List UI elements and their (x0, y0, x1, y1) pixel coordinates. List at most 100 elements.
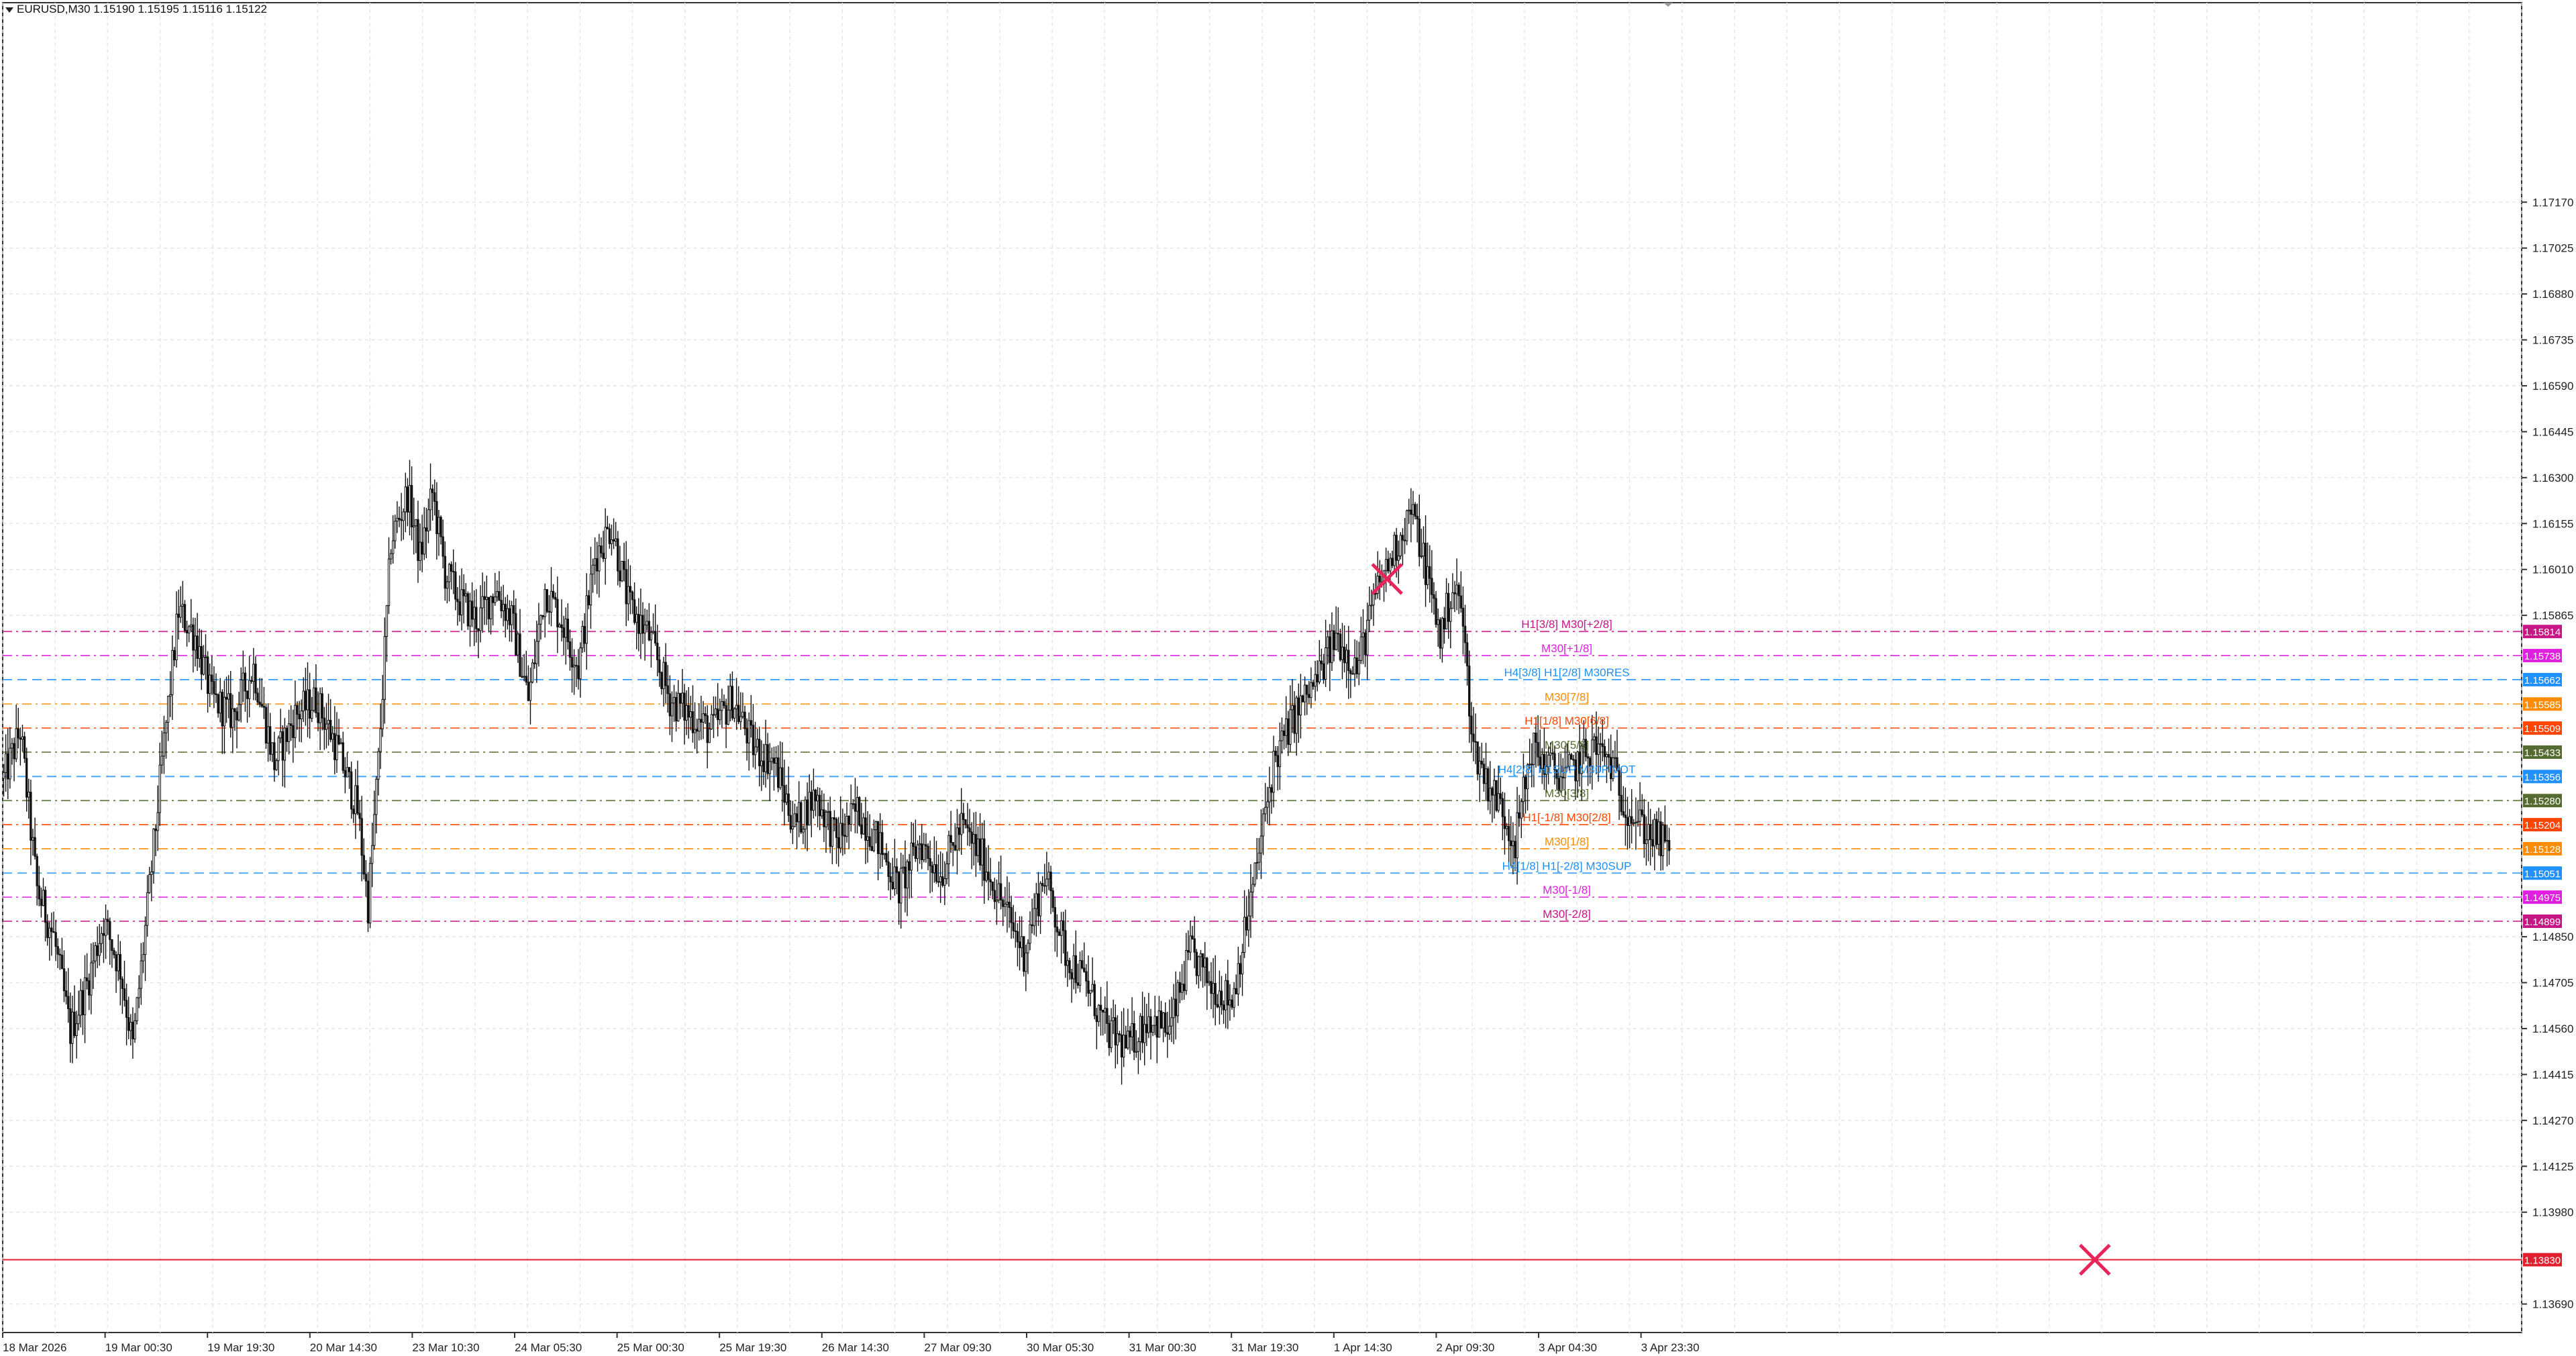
candle-body (371, 845, 374, 864)
candle (1101, 1009, 1104, 1036)
candle (1533, 732, 1535, 788)
candle-body (1322, 663, 1325, 680)
candle-body (639, 615, 642, 634)
candle-body (1095, 1015, 1098, 1023)
candle-body (1266, 801, 1269, 808)
candle-body (1528, 764, 1531, 766)
candle (394, 515, 397, 549)
price-tag-label: 1.15356 (2524, 772, 2561, 783)
candle (1578, 724, 1581, 787)
candle-body (1101, 1010, 1104, 1012)
candle-body (1214, 983, 1217, 1005)
candle (900, 852, 903, 929)
candle (985, 847, 988, 883)
candle-body (389, 553, 393, 560)
candle-body (362, 855, 365, 875)
candle (1486, 766, 1490, 811)
candle-body (71, 1011, 74, 1044)
candle-body (1418, 518, 1421, 557)
x-marker[interactable] (1371, 563, 1403, 595)
candle (677, 680, 680, 722)
candle (560, 599, 563, 641)
level-label: M30[5/8] (1545, 739, 1589, 751)
candle (1324, 619, 1327, 687)
candle (1168, 999, 1171, 1040)
candle (558, 623, 561, 628)
candle (568, 629, 572, 671)
candle (1545, 751, 1548, 793)
y-tick-label: 1.16155 (2532, 517, 2573, 530)
candle-body (874, 821, 878, 831)
candle-body (1062, 920, 1065, 931)
candle (650, 626, 653, 668)
candle-body (1578, 751, 1581, 774)
candle-body (1143, 1024, 1146, 1043)
candle (635, 606, 638, 649)
candle-body (83, 977, 87, 1015)
candle-body (1414, 504, 1416, 517)
x-marker-stroke (2079, 1243, 2111, 1276)
candle (510, 601, 513, 642)
candle-body (117, 954, 119, 972)
x-marker[interactable] (2079, 1243, 2111, 1276)
candle-body (895, 866, 898, 873)
candle-body (1563, 767, 1567, 778)
price-tag: 1.15280 (2523, 794, 2562, 808)
candle (802, 825, 805, 845)
candle-body (206, 656, 209, 694)
dropdown-arrow-icon[interactable] (5, 7, 13, 13)
candle (408, 460, 411, 535)
candle (1353, 639, 1356, 687)
candle (217, 693, 219, 718)
candle (819, 788, 821, 831)
candle-body (113, 950, 115, 955)
price-tag-label: 1.15204 (2524, 820, 2561, 831)
candle-body (737, 705, 740, 723)
candle (1451, 573, 1454, 609)
candle-body (1280, 730, 1284, 741)
candle (83, 955, 87, 1043)
candle-body (258, 701, 261, 705)
candle (146, 875, 149, 937)
candle-body (585, 595, 588, 644)
candle-body (54, 932, 57, 947)
candle (1514, 835, 1516, 872)
candle-body (1002, 899, 1004, 907)
candle-body (1457, 584, 1460, 596)
chart-shift-icon[interactable] (1663, 3, 1673, 7)
candle-body (1104, 1008, 1106, 1012)
candle-body (313, 687, 315, 711)
candle (787, 766, 790, 823)
candle-body (866, 836, 869, 841)
candle (1461, 586, 1465, 655)
candle (798, 781, 801, 837)
candle (283, 718, 287, 788)
candle (1006, 876, 1009, 933)
candle-body (296, 705, 299, 715)
candle-body (947, 835, 950, 865)
candle-body (375, 778, 378, 815)
hline-tag-bg (2523, 1253, 2562, 1267)
candle (75, 1010, 78, 1059)
candle-body (695, 729, 699, 732)
candle-body (646, 621, 648, 626)
candle-body (1041, 883, 1044, 886)
candle-body (1463, 625, 1467, 643)
candle-body (656, 642, 659, 660)
candle (1284, 696, 1288, 748)
candle (833, 810, 836, 832)
candle-body (662, 662, 665, 689)
candle (319, 687, 321, 750)
candle-body (954, 845, 957, 851)
candle (327, 694, 330, 746)
candle-body (1378, 576, 1381, 582)
candle-body (260, 704, 263, 707)
candle (56, 938, 59, 968)
candle-body (1555, 769, 1558, 779)
candle (954, 823, 957, 851)
candle-body (404, 486, 407, 513)
candle-body (483, 596, 486, 601)
candle-body (1164, 1012, 1167, 1033)
